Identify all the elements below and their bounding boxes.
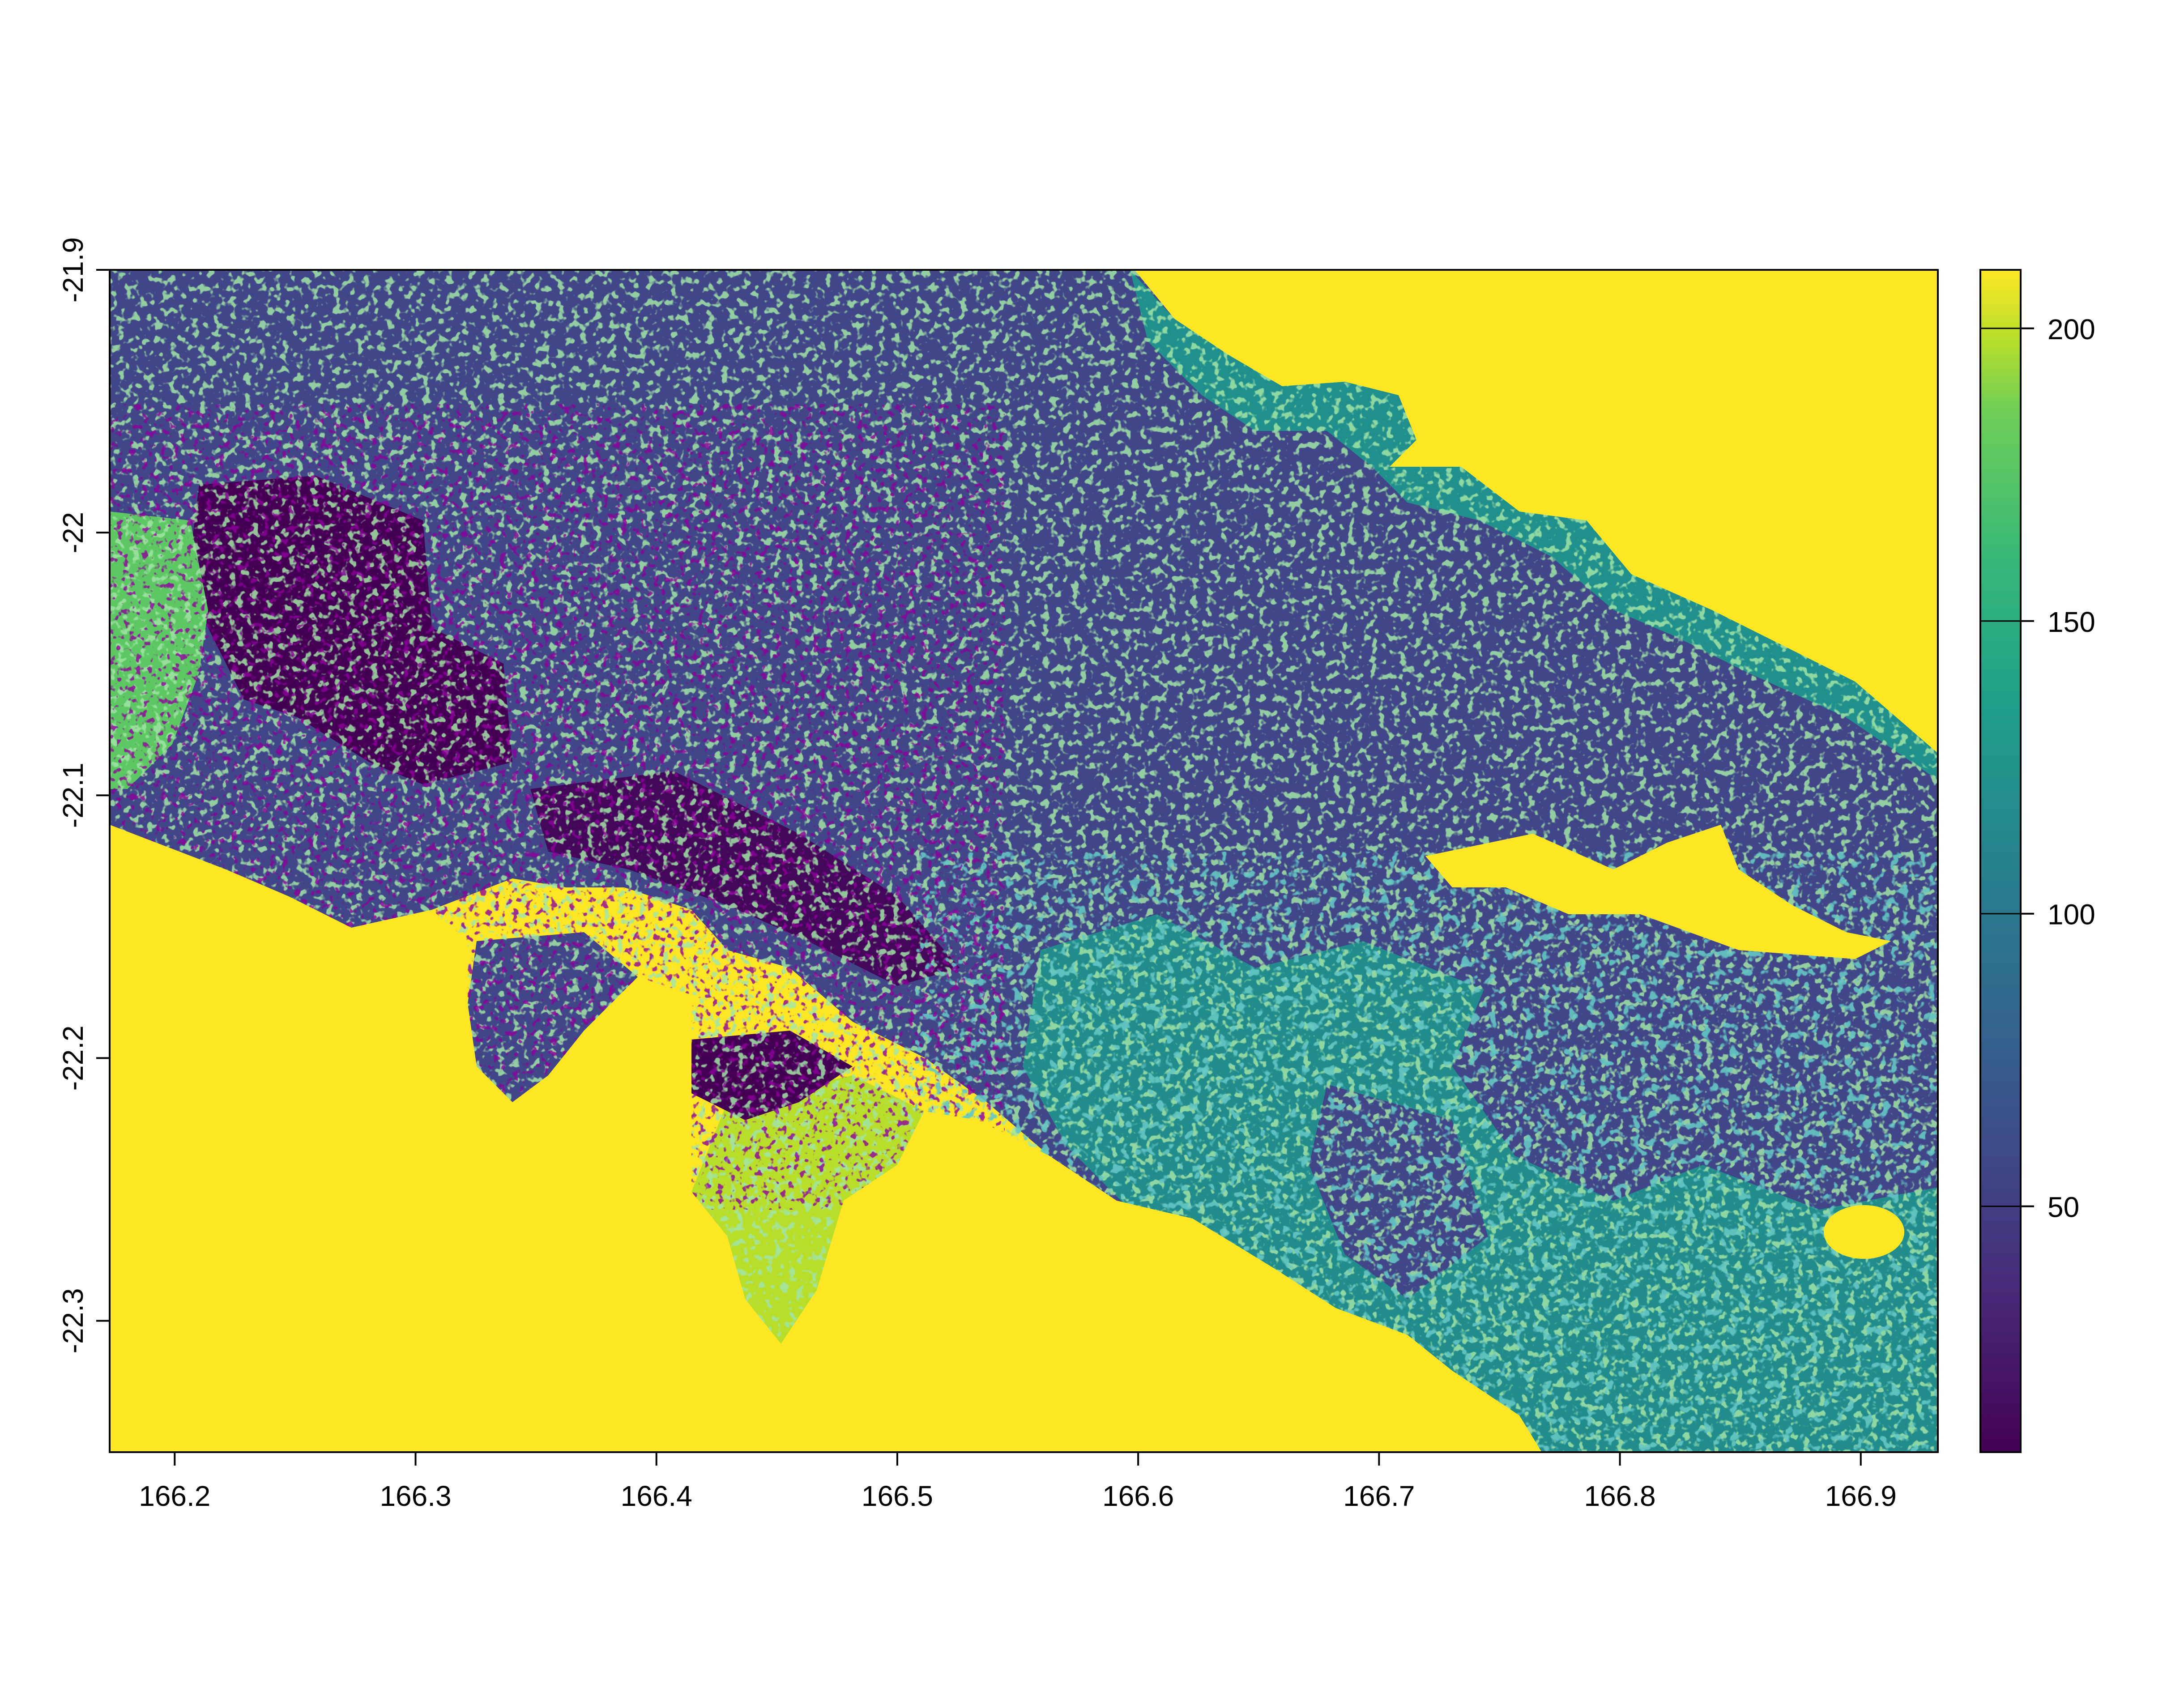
x-tick-label: 166.3: [380, 1480, 451, 1512]
colorbar-axis: 50 100 150 200: [1980, 313, 2095, 1223]
raster-map-panel: [110, 270, 1938, 1452]
y-tick-label: -22: [57, 512, 89, 554]
y-tick-label: -22.2: [57, 1025, 89, 1091]
x-tick-label: 166.8: [1584, 1480, 1655, 1512]
colorbar-tick-label: 150: [2048, 606, 2095, 638]
water-overlay-ne: [1135, 270, 1938, 753]
colorbar-tick-label: 200: [2048, 313, 2095, 345]
y-axis: -21.9 -22 -22.1 -22.2 -22.3: [57, 237, 110, 1353]
x-tick-label: 166.2: [139, 1480, 210, 1512]
water-overlay-inlet: [1425, 825, 1891, 959]
x-tick-label: 166.7: [1343, 1480, 1415, 1512]
x-tick-label: 166.5: [862, 1480, 933, 1512]
colorbar: [1979, 269, 2022, 1453]
x-axis: 166.2 166.3 166.4 166.5 166.6 166.7 166.8 166.9: [139, 1452, 1897, 1512]
plot-frame: [109, 269, 1939, 1453]
x-tick-label: 166.4: [621, 1480, 692, 1512]
y-tick-label: -21.9: [57, 237, 89, 303]
colorbar-tick-label: 50: [2048, 1191, 2079, 1223]
water-overlay-sw: [110, 825, 1542, 1452]
y-tick-label: -22.1: [57, 763, 89, 828]
x-tick-label: 166.9: [1825, 1480, 1897, 1512]
y-tick-label: -22.3: [57, 1288, 89, 1354]
x-tick-label: 166.6: [1102, 1480, 1174, 1512]
colorbar-tick-label: 100: [2048, 899, 2095, 931]
